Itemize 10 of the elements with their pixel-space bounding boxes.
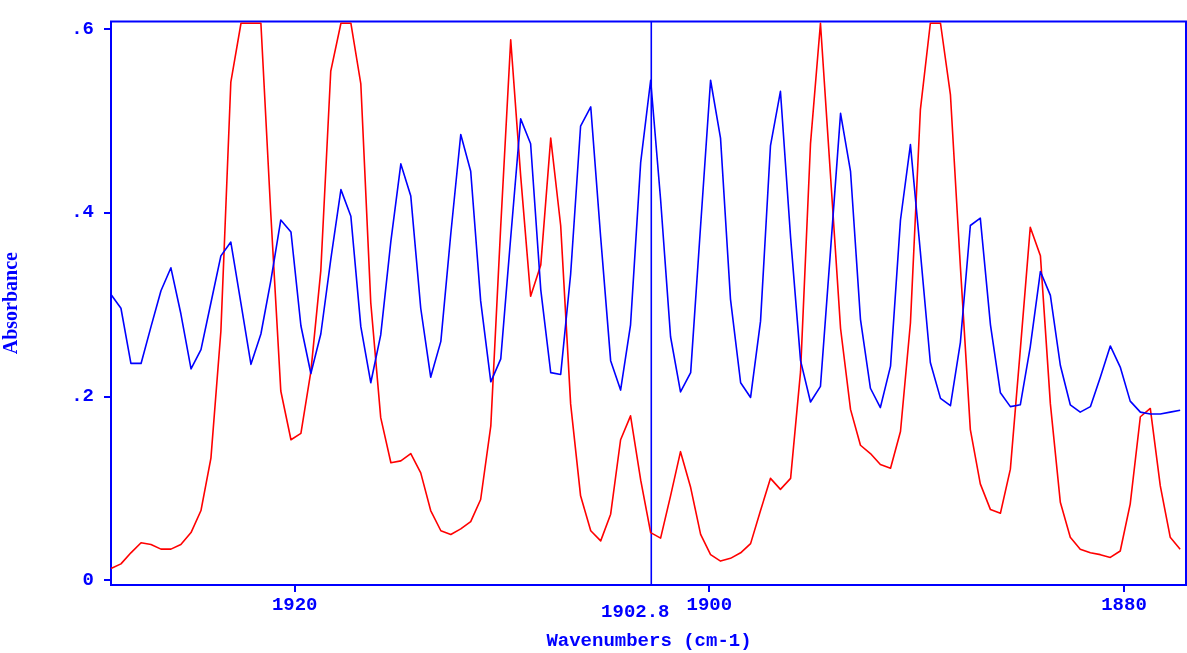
y-tick-label: 0 (82, 569, 94, 592)
ref-line-label: 1902.8 (601, 600, 670, 623)
x-tick-label: 1880 (1101, 594, 1147, 617)
x-tick-label: 1900 (686, 594, 733, 617)
y-axis-title: Absorbance (0, 251, 22, 355)
y-tick-label: .2 (71, 385, 94, 408)
x-tick-label: 1920 (271, 594, 318, 617)
y-tick-label: .6 (71, 17, 94, 40)
y-tick-label: .4 (71, 201, 94, 224)
x-axis-title: Wavenumbers (cm-1) (546, 630, 752, 653)
